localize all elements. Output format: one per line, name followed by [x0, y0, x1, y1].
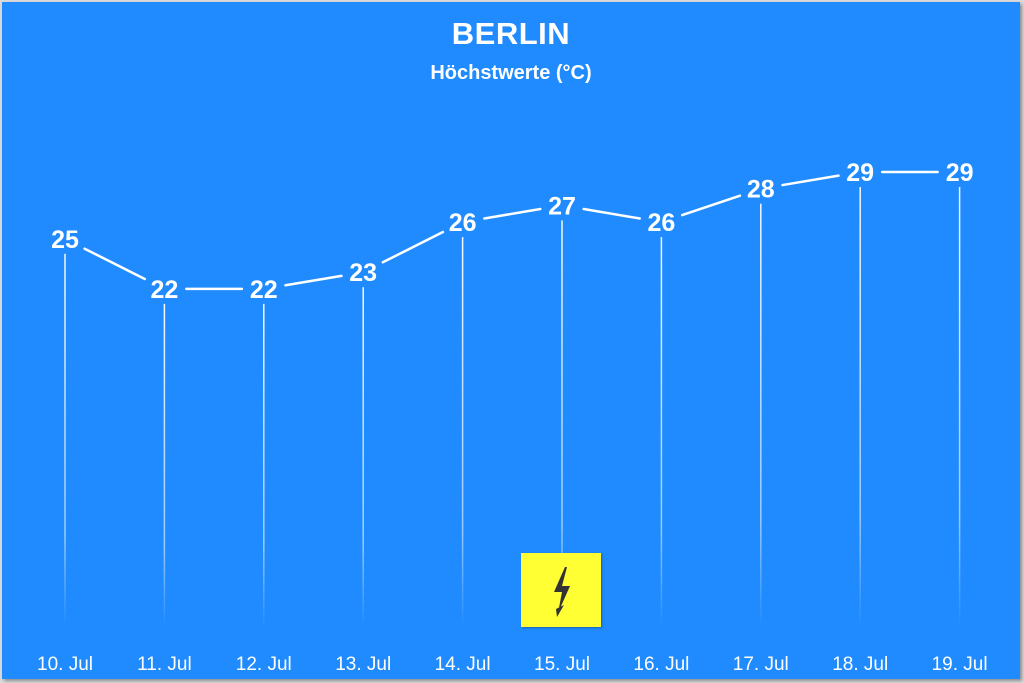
- drop-line: [163, 303, 166, 627]
- drop-line: [561, 220, 563, 627]
- series-line: [83, 170, 939, 291]
- drop-line: [958, 187, 961, 627]
- drop-line: [263, 303, 265, 627]
- x-tick-label: 11. Jul: [137, 654, 192, 675]
- data-label: 22: [150, 276, 178, 304]
- chart-title: BERLIN: [451, 16, 571, 51]
- x-tick-label: 13. Jul: [335, 654, 391, 675]
- x-tick-label: 16. Jul: [633, 654, 689, 675]
- data-label: 29: [846, 159, 874, 187]
- x-tick-label: 15. Jul: [534, 654, 590, 675]
- x-tick-label: 14. Jul: [435, 654, 491, 675]
- drop-line: [859, 187, 861, 627]
- x-axis-tick-labels: 10. Jul 11. Jul 12. Jul 13. Jul 14. Jul 15. J…: [37, 654, 988, 675]
- data-label: 29: [946, 159, 974, 187]
- drop-line: [760, 203, 762, 627]
- line-segment: [83, 247, 147, 281]
- chart-subtitle: Höchstwerte (°C): [430, 62, 592, 84]
- x-tick-label: 18. Jul: [832, 654, 888, 675]
- drop-line: [461, 237, 464, 627]
- line-segment: [381, 230, 445, 264]
- x-tick-label: 10. Jul: [37, 654, 93, 675]
- thunderstorm-warning-badge: [521, 553, 601, 627]
- data-label: 22: [250, 276, 278, 304]
- line-segment: [284, 274, 343, 287]
- line-segment: [483, 207, 542, 220]
- line-segment: [781, 174, 840, 187]
- drop-lines: [64, 187, 961, 628]
- data-label: 28: [747, 176, 775, 204]
- x-tick-label: 19. Jul: [932, 654, 988, 675]
- data-label: 26: [449, 209, 477, 237]
- drop-line: [660, 237, 663, 627]
- line-segment: [681, 194, 742, 217]
- data-label: 25: [51, 226, 79, 254]
- line-segment: [582, 207, 641, 220]
- drop-line: [64, 253, 66, 628]
- lightning-warning-icon: [554, 567, 570, 617]
- value-labels: 25 22 22 23 26 27 26 28 29 29: [51, 159, 973, 304]
- data-label: 27: [548, 192, 576, 220]
- data-label: 23: [349, 259, 377, 287]
- x-tick-label: 17. Jul: [733, 654, 789, 675]
- data-label: 26: [647, 209, 675, 237]
- drop-line: [362, 287, 364, 627]
- x-tick-label: 12. Jul: [236, 654, 292, 675]
